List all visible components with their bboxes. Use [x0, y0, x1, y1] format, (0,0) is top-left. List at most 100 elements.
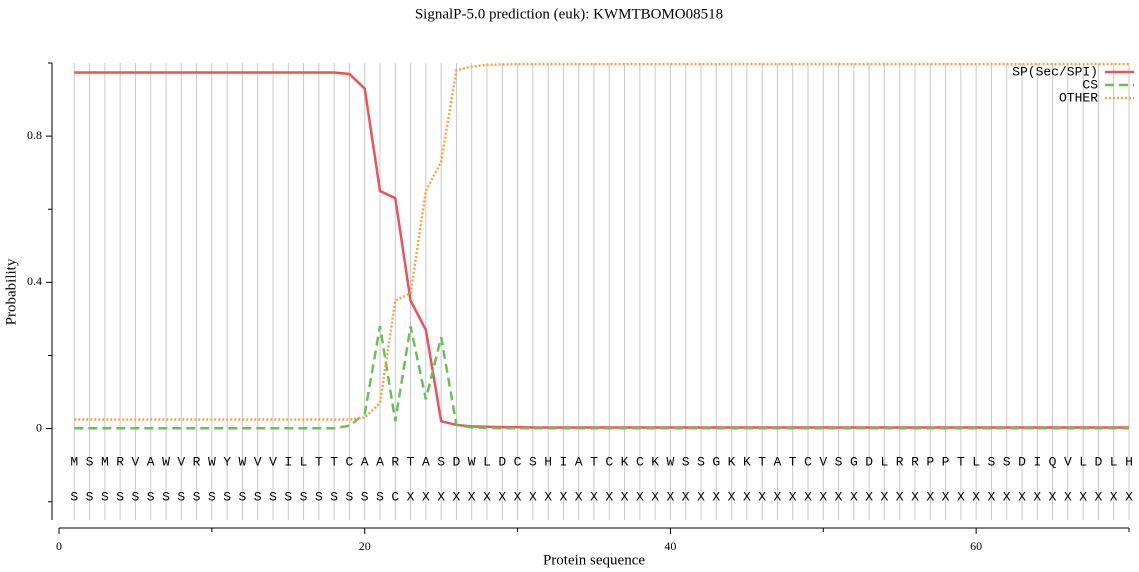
residue: A	[376, 454, 384, 469]
residue-annotation: X	[743, 489, 751, 504]
residue: C	[605, 454, 613, 469]
residue: S	[529, 454, 537, 469]
residue: K	[621, 454, 629, 469]
residue: C	[346, 454, 354, 469]
residue: S	[988, 454, 996, 469]
residue: R	[896, 454, 904, 469]
residue: S	[437, 454, 445, 469]
residue-annotation: X	[437, 489, 445, 504]
residue: L	[483, 454, 491, 469]
residue: H	[1125, 454, 1133, 469]
residue: C	[804, 454, 812, 469]
residue-annotation: X	[1003, 489, 1011, 504]
residue: A	[147, 454, 155, 469]
residue-annotation: X	[468, 489, 476, 504]
residue: K	[728, 454, 736, 469]
residue-annotation: X	[590, 489, 598, 504]
chart-title: SignalP-5.0 prediction (euk): KWMTBOMO08…	[415, 6, 723, 22]
residue-annotation: S	[208, 489, 216, 504]
residue-annotation: S	[361, 489, 369, 504]
residue: S	[682, 454, 690, 469]
residue: D	[865, 454, 873, 469]
residue-annotation: X	[560, 489, 568, 504]
residue-annotation: S	[116, 489, 124, 504]
residue-annotation: X	[575, 489, 583, 504]
residue-annotation: S	[284, 489, 292, 504]
x-tick-label: 0	[56, 539, 62, 553]
residue: V	[177, 454, 185, 469]
residue-annotation: X	[789, 489, 797, 504]
residue-annotation: X	[529, 489, 537, 504]
residue-annotation: S	[315, 489, 323, 504]
residue: I	[1033, 454, 1041, 469]
residue-annotation: X	[1018, 489, 1026, 504]
residue-annotation: X	[697, 489, 705, 504]
residue-annotation: X	[621, 489, 629, 504]
residue-annotation: S	[70, 489, 78, 504]
residue: P	[926, 454, 934, 469]
x-tick-label: 40	[664, 539, 676, 553]
residue-annotation: C	[391, 489, 399, 504]
residue: V	[254, 454, 262, 469]
residue-annotation: X	[1064, 489, 1072, 504]
residue-annotation: X	[972, 489, 980, 504]
residue: S	[835, 454, 843, 469]
residue: T	[789, 454, 797, 469]
residue-annotation: X	[651, 489, 659, 504]
residue: S	[86, 454, 94, 469]
residue: D	[1018, 454, 1026, 469]
residue: A	[422, 454, 430, 469]
residue-annotation: X	[514, 489, 522, 504]
residue-annotation: X	[1079, 489, 1087, 504]
residue: T	[315, 454, 323, 469]
residue-annotation: X	[422, 489, 430, 504]
residue: C	[636, 454, 644, 469]
residue-annotation: X	[544, 489, 552, 504]
residue-annotation: X	[498, 489, 506, 504]
residue-annotation: X	[774, 489, 782, 504]
residue: W	[667, 454, 675, 469]
residue: T	[330, 454, 338, 469]
residue: S	[697, 454, 705, 469]
residue: G	[850, 454, 858, 469]
residue-annotation: X	[865, 489, 873, 504]
residue-annotation: S	[254, 489, 262, 504]
residue: L	[1079, 454, 1087, 469]
residue-annotation: X	[1110, 489, 1118, 504]
residue-annotation: S	[147, 489, 155, 504]
residue-annotation: S	[162, 489, 170, 504]
residue: D	[1095, 454, 1103, 469]
residue-annotation: X	[850, 489, 858, 504]
residue: M	[70, 454, 78, 469]
residue-annotation: X	[636, 489, 644, 504]
residue: M	[101, 454, 109, 469]
residue-annotation: X	[712, 489, 720, 504]
residue: Y	[223, 454, 231, 469]
residue-annotation: S	[300, 489, 308, 504]
residue-annotation: X	[957, 489, 965, 504]
residue: R	[116, 454, 124, 469]
series-line	[74, 325, 1129, 430]
residue-annotation: X	[1125, 489, 1133, 504]
residue-annotation: X	[682, 489, 690, 504]
residue-annotation: S	[86, 489, 94, 504]
residue-annotation: X	[911, 489, 919, 504]
residue-annotation: X	[804, 489, 812, 504]
residue: Q	[1049, 454, 1057, 469]
y-tick-label: 0.4	[27, 274, 42, 288]
residue: I	[560, 454, 568, 469]
residue: A	[361, 454, 369, 469]
residue: R	[391, 454, 399, 469]
residue: L	[972, 454, 980, 469]
residue: D	[498, 454, 506, 469]
residue-annotation: S	[346, 489, 354, 504]
legend-label: SP(Sec/SPI)	[1012, 64, 1098, 79]
residue-annotation: S	[239, 489, 247, 504]
residue-annotation: S	[269, 489, 277, 504]
residue: D	[453, 454, 461, 469]
residue-annotation: X	[453, 489, 461, 504]
x-tick-label: 60	[970, 539, 982, 553]
residue: I	[284, 454, 292, 469]
residue: R	[193, 454, 201, 469]
residue-annotation: X	[483, 489, 491, 504]
